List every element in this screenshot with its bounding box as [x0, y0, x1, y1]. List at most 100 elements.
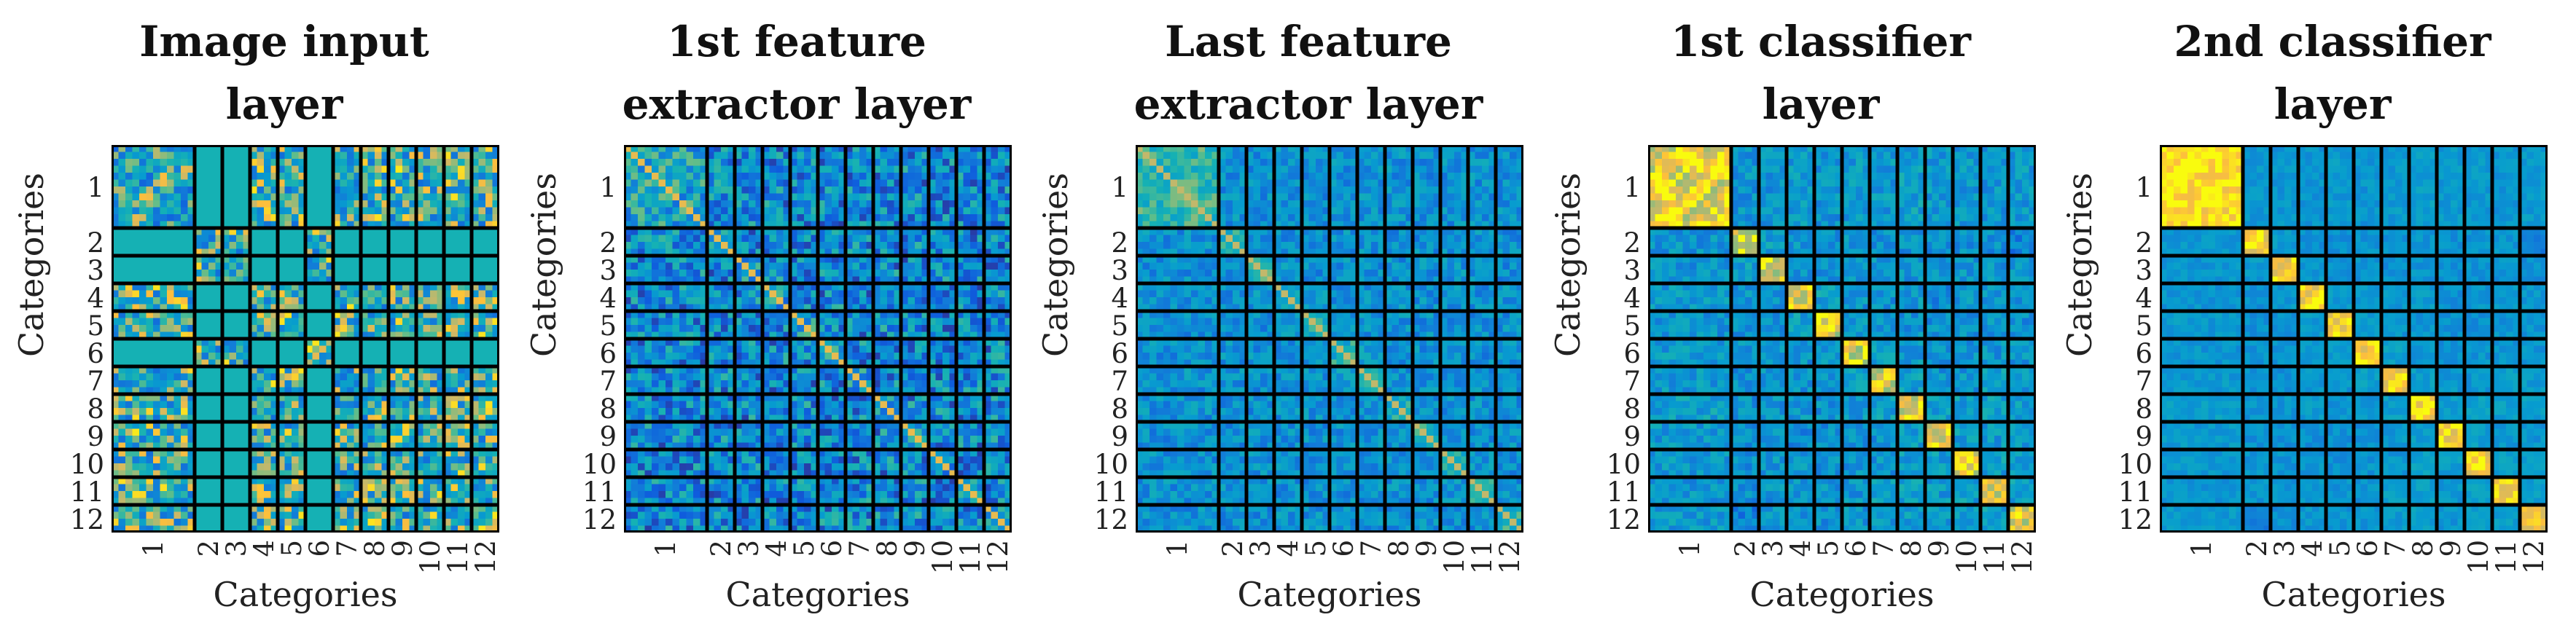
heatmap-cell	[956, 242, 964, 249]
heatmap-cell	[423, 214, 431, 221]
heatmap-cell	[215, 331, 223, 339]
heatmap-cell	[361, 359, 368, 367]
heatmap-cell	[450, 152, 458, 160]
heatmap-cell	[485, 442, 493, 450]
heatmap-cell	[118, 422, 126, 429]
heatmap-cell	[375, 297, 382, 305]
heatmap-cell	[921, 207, 929, 215]
heatmap-cell	[949, 311, 957, 318]
heatmap-cell	[935, 276, 943, 284]
heatmap-cell	[153, 200, 160, 208]
heatmap-cell	[409, 519, 417, 526]
heatmap-cell	[132, 200, 140, 208]
heatmap-cell	[326, 380, 334, 388]
heatmap-cell	[250, 505, 257, 512]
x-tick-label: 7	[332, 540, 363, 557]
heatmap-cell	[707, 242, 714, 249]
heatmap-cell	[181, 408, 188, 415]
heatmap-cell	[167, 394, 174, 401]
heatmap-cell	[298, 276, 306, 284]
heatmap-cell	[125, 401, 133, 409]
heatmap-cell	[894, 353, 902, 360]
heatmap-cell	[852, 276, 860, 284]
heatmap-cell	[485, 248, 493, 256]
heatmap-cell	[264, 311, 271, 318]
heatmap-cell	[173, 262, 182, 270]
heatmap-cell	[797, 207, 805, 215]
heatmap-cell	[340, 353, 348, 360]
heatmap-cell	[638, 345, 645, 353]
heatmap-cell	[201, 373, 209, 381]
heatmap-cell	[181, 270, 188, 277]
heatmap-cell	[381, 491, 389, 498]
heatmap-cell	[167, 228, 174, 235]
heatmap-cell	[811, 283, 819, 291]
heatmap-cell	[714, 179, 722, 187]
heatmap-cell	[492, 311, 499, 318]
heatmap-cell	[464, 145, 472, 152]
heatmap-cell	[686, 297, 694, 305]
heatmap-cell	[257, 353, 265, 360]
heatmap-cell	[977, 193, 985, 201]
heatmap-cell	[991, 325, 999, 332]
heatmap-cell	[686, 207, 694, 215]
heatmap-cell	[644, 152, 652, 160]
heatmap-cell	[229, 297, 237, 305]
heatmap-cell	[146, 353, 154, 360]
heatmap-cell	[340, 428, 348, 436]
heatmap-cell	[963, 221, 971, 229]
heatmap-cell	[132, 525, 140, 533]
heatmap-cell	[437, 318, 445, 326]
heatmap-cell	[929, 173, 936, 180]
heatmap-cell	[132, 463, 140, 471]
heatmap-cell	[437, 436, 445, 443]
heatmap-cell	[783, 353, 791, 360]
heatmap-cell	[727, 187, 735, 194]
heatmap-cell	[153, 415, 160, 423]
heatmap-cell	[250, 380, 257, 388]
heatmap-cell	[236, 401, 243, 409]
heatmap-cell	[749, 256, 756, 263]
heatmap-cell	[472, 394, 479, 401]
heatmap-cell	[201, 207, 209, 215]
heatmap-cell	[894, 270, 902, 277]
heatmap-cell	[132, 297, 140, 305]
heatmap-cell	[762, 276, 770, 284]
heatmap-cell	[700, 304, 708, 312]
heatmap-cell	[416, 345, 424, 353]
heatmap-cell	[450, 359, 458, 367]
heatmap-cell	[804, 214, 811, 221]
heatmap-cell	[278, 311, 285, 318]
heatmap-cell	[686, 331, 694, 339]
heatmap-cell	[658, 297, 666, 305]
heatmap-cell	[755, 270, 763, 277]
heatmap-cell	[187, 193, 195, 201]
heatmap-cell	[361, 456, 368, 464]
heatmap-cell	[963, 318, 971, 326]
heatmap-cell	[638, 318, 645, 326]
heatmap-cell	[173, 428, 182, 436]
heatmap-cell	[298, 366, 306, 374]
heatmap-cell	[181, 498, 188, 506]
heatmap-cell	[112, 159, 119, 166]
heatmap-cell	[278, 511, 285, 519]
heatmap-cell	[804, 242, 811, 249]
heatmap-cell	[416, 318, 424, 326]
heatmap-cell	[707, 179, 714, 187]
heatmap-cell	[783, 345, 791, 353]
heatmap-cell	[409, 525, 417, 533]
heatmap-cell	[679, 311, 687, 318]
heatmap-cell	[652, 283, 659, 291]
heatmap-cell	[381, 353, 389, 360]
heatmap-cell	[478, 415, 486, 423]
heatmap-cell	[146, 179, 154, 187]
heatmap-cell	[970, 325, 977, 332]
heatmap-cell	[395, 477, 403, 484]
heatmap-cell	[153, 456, 160, 464]
heatmap-cell	[458, 290, 465, 298]
heatmap-cell	[652, 193, 659, 201]
heatmap-cell	[437, 470, 445, 478]
heatmap-cell	[229, 242, 237, 249]
heatmap-cell	[112, 325, 119, 332]
